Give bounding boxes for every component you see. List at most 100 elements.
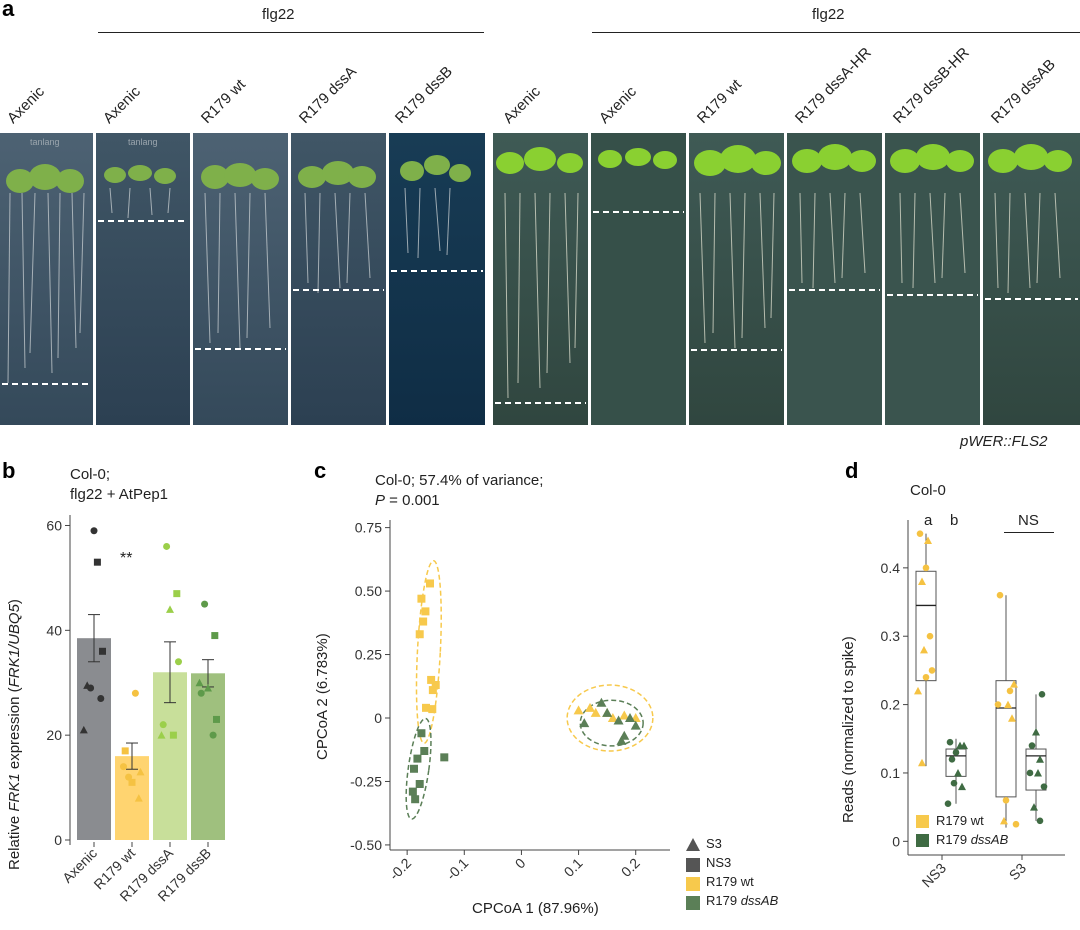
scatter-square	[420, 747, 429, 755]
significance-marker: **	[120, 550, 133, 567]
scatter-square	[417, 594, 426, 603]
confidence-ellipse	[566, 684, 654, 752]
scatter-square	[426, 579, 434, 588]
box-data-point	[944, 800, 952, 808]
data-point	[121, 747, 129, 755]
box-data-point	[1036, 755, 1044, 763]
col-label-axenic-flg22: Axenic	[99, 83, 144, 127]
scatter-triangle	[616, 735, 627, 745]
scatter-square	[408, 787, 417, 796]
data-point	[169, 731, 177, 739]
y-tick-label: 0.3	[881, 628, 901, 644]
panel-d-letter: d	[845, 458, 859, 483]
ylabel-ratio: FRK1/UBQ5	[6, 604, 23, 688]
scatter-triangle	[585, 702, 595, 712]
data-point	[97, 694, 105, 702]
legend-swatch-wt	[686, 877, 700, 891]
ylabel-gene: FRK1	[6, 773, 23, 812]
box-data-point	[918, 758, 926, 767]
ylabel-pre: Relative	[6, 811, 23, 870]
flg22-bracket-right-line	[592, 32, 1080, 33]
panel-c-xlabel: CPCoA 1 (87.96%)	[472, 900, 599, 917]
data-point	[197, 689, 205, 697]
scatter-triangle	[613, 715, 624, 725]
legend-c-wt: R179 wt	[706, 874, 754, 889]
y-tick-label: 0.4	[881, 560, 901, 576]
col-label-axenic-right: Axenic	[499, 83, 544, 127]
scatter-triangle	[602, 707, 613, 717]
legend-d-swatch-wt	[916, 815, 929, 828]
data-point	[173, 590, 181, 598]
panel-c-letter: c	[314, 458, 327, 483]
box-data-point	[922, 564, 930, 572]
y-tick-label: -0.50	[350, 837, 382, 853]
panel-b-title-2: flg22 + AtPep1	[70, 486, 168, 503]
y-tick-label: 0.75	[355, 520, 382, 536]
scatter-square	[411, 795, 420, 804]
box-data-point	[914, 686, 922, 695]
x-tick-label: S3	[1006, 860, 1030, 884]
scatter-triangle	[630, 720, 641, 730]
scatter-triangle	[607, 713, 618, 722]
box-data-point	[1026, 769, 1034, 777]
data-point	[134, 794, 143, 802]
bar-3	[191, 673, 225, 840]
panel-d-ylabel: Reads (normalized to spike)	[840, 636, 857, 823]
scatter-square	[440, 753, 449, 762]
box-data-point	[1038, 691, 1046, 698]
legend-c-dssab-text: R179 dssAB	[706, 893, 778, 908]
legend-square-ns3	[686, 858, 700, 872]
box-data-point	[948, 755, 956, 763]
box-data-point	[1028, 742, 1036, 749]
scatter-square	[431, 681, 440, 689]
data-point	[87, 684, 95, 692]
plate-text-1: tanlang	[30, 137, 60, 147]
scatter-triangle	[619, 710, 630, 720]
reads-box-plot: 0 0.1 0.2 0.3 0.4 NS3 S3	[881, 520, 1065, 890]
col-label-r179-dssA-HR: R179 dssA-HR	[791, 44, 875, 127]
x-tick-label: -0.1	[443, 855, 472, 884]
legend-c-dssab: R179 dssAB	[706, 893, 778, 908]
y-tick-label: 0.50	[355, 583, 382, 599]
scatter-square	[427, 675, 436, 684]
panel-c-title-2: P = 0.001	[375, 492, 440, 509]
y-tick-label: 0	[374, 710, 382, 726]
col-label-r179-dssB: R179 dssB	[391, 63, 456, 127]
box-data-point	[1012, 820, 1020, 828]
y-tick-label: 0.2	[881, 697, 901, 713]
data-point	[159, 721, 167, 729]
scatter-triangle	[596, 697, 607, 707]
box-data-point	[920, 645, 928, 654]
box-data-point	[924, 536, 932, 545]
col-label-r179-wt: R179 wt	[197, 76, 249, 127]
data-point	[157, 731, 166, 739]
x-tick-label: -0.2	[386, 855, 415, 884]
box-data-point	[1036, 817, 1044, 825]
bar-0	[77, 638, 111, 840]
col-label-axenic-left: Axenic	[3, 83, 48, 127]
panel-c-title-1: Col-0; 57.4% of variance;	[375, 472, 544, 489]
data-point	[166, 605, 174, 613]
box-data-point	[1004, 700, 1012, 709]
scatter-square	[428, 705, 437, 714]
box-data-point	[1002, 797, 1010, 804]
ylabel-post: )	[6, 599, 23, 605]
box-data-point	[1030, 803, 1038, 811]
legend-genotype: dssAB	[740, 893, 779, 908]
scatter-triangle	[625, 713, 635, 722]
data-point	[204, 683, 212, 692]
panel-b-letter: b	[2, 458, 16, 483]
data-point	[131, 689, 139, 697]
col-label-r179-dssB-HR: R179 dssB-HR	[889, 44, 973, 127]
legend-swatch-dssab	[686, 896, 700, 910]
scatter-square	[415, 780, 424, 788]
bar-1	[115, 756, 149, 840]
legend-d-dssab: R179 dssAB	[936, 832, 1008, 847]
box-data-point	[926, 632, 934, 640]
data-point	[163, 542, 171, 550]
legend-c-ns3: NS3	[706, 855, 732, 870]
box	[915, 570, 937, 682]
confidence-ellipse	[405, 717, 432, 820]
box-data-point	[952, 749, 960, 756]
panel-a-caption: pWER::FLS2	[960, 433, 1048, 450]
